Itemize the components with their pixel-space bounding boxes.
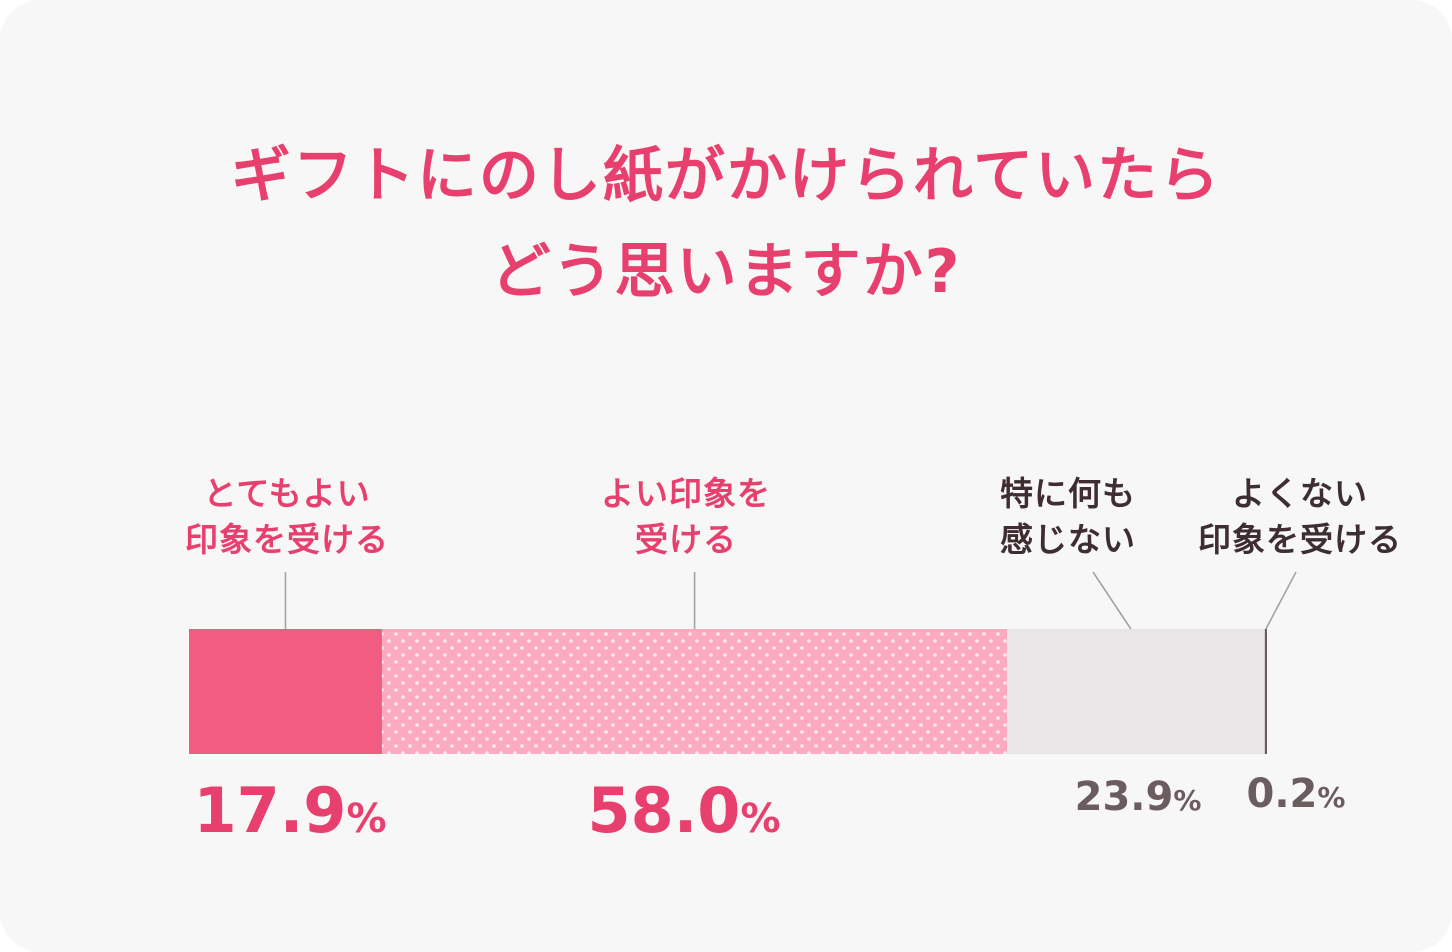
bar-segment-1	[189, 629, 382, 754]
chart-title: ギフトにのし紙がかけられていたら どう思いますか?	[0, 128, 1452, 320]
leader-line-3	[1092, 571, 1132, 630]
value-label-3: 23.9%	[1075, 774, 1202, 820]
category-label-2-line-2: 受ける	[635, 520, 737, 559]
title-line-1: ギフトにのし紙がかけられていたら	[230, 141, 1222, 211]
value-label-1: 17.9%	[193, 774, 386, 847]
category-label-3-line-2: 感じない	[1000, 520, 1136, 559]
value-labels: 17.9% 58.0% 23.9% 0.2%	[193, 771, 1345, 847]
bar-segment-2	[381, 629, 1008, 754]
bar-segment-3	[1007, 629, 1265, 754]
leader-lines	[284, 571, 1297, 630]
category-label-3-line-1: 特に何も	[1000, 474, 1136, 513]
category-label-4-line-1: よくない	[1232, 474, 1368, 513]
bar-segment-4	[1264, 629, 1267, 754]
leader-line-4	[1265, 571, 1297, 630]
category-label-4-line-2: 印象を受ける	[1198, 520, 1402, 559]
value-label-2: 58.0%	[587, 774, 780, 847]
category-label-1-line-1: とてもよい	[203, 474, 370, 513]
category-label-1-line-2: 印象を受ける	[185, 520, 389, 559]
title-line-2: どう思いますか?	[490, 237, 962, 307]
category-label-2-line-1: よい印象を	[601, 474, 771, 513]
value-label-4: 0.2%	[1247, 771, 1346, 817]
bar-segments	[189, 629, 1267, 754]
